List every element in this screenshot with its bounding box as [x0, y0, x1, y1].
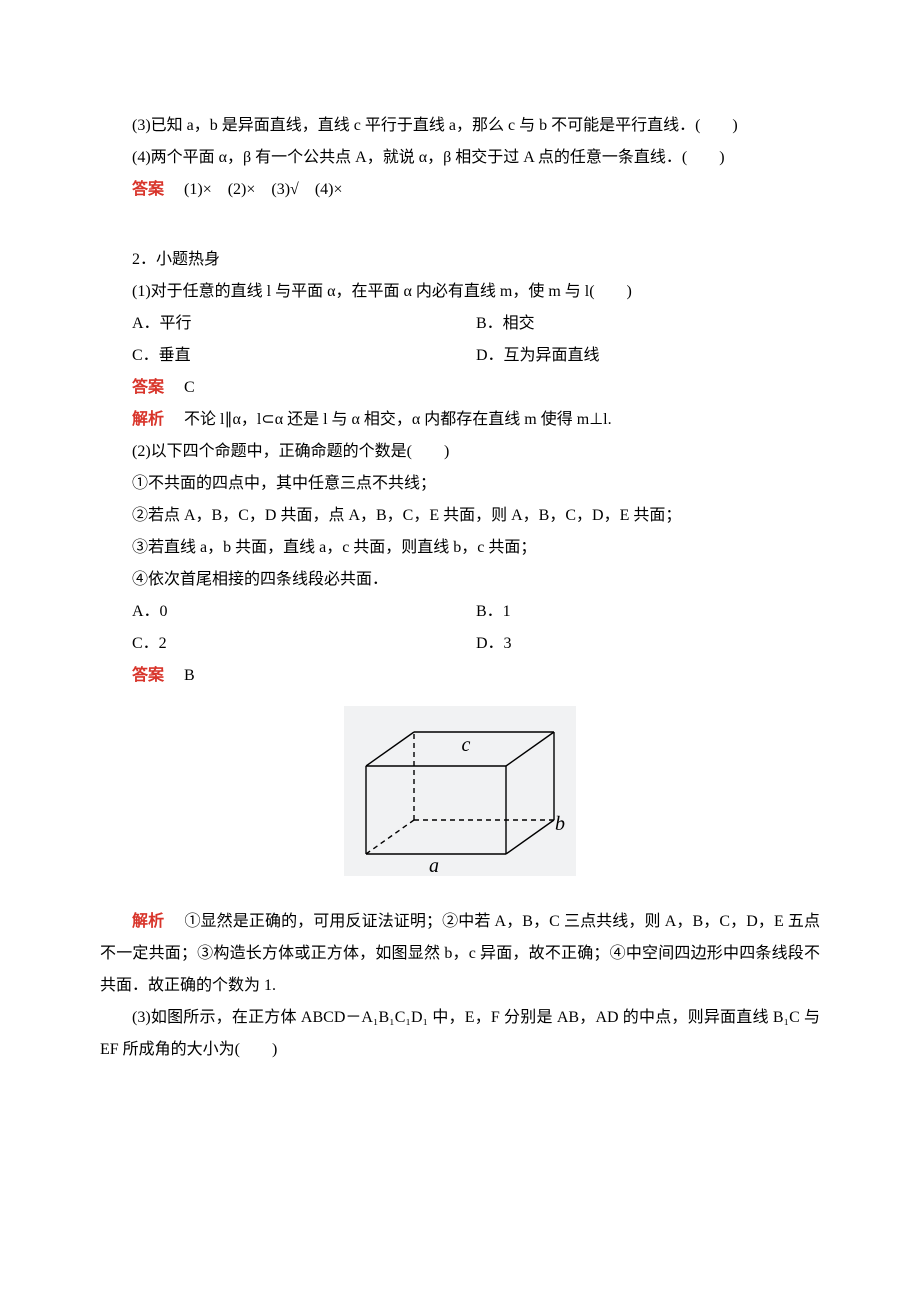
section2-title: 2．小题热身: [100, 244, 820, 276]
answer-label: 答案: [132, 379, 164, 396]
q2-answer-value: B: [184, 667, 195, 684]
q1-options-row1: A．平行 B．相交: [100, 308, 820, 340]
q2-stem: (2)以下四个命题中，正确命题的个数是( ): [100, 436, 820, 468]
spacer: [168, 379, 184, 396]
explanation-label: 解析: [132, 913, 164, 930]
tf-answer-line: 答案 (1)× (2)× (3)√ (4)×: [100, 174, 820, 206]
q2-explanation-line: 解析 ①显然是正确的，可用反证法证明；②中若 A，B，C 三点共线，则 A，B，…: [100, 906, 820, 1002]
spacer: [168, 667, 184, 684]
svg-text:b: b: [555, 813, 565, 835]
q2-opt-d: D．3: [476, 628, 820, 660]
tf-answer-text: [168, 181, 184, 198]
answer-label: 答案: [132, 181, 164, 198]
q2-opt-b: B．1: [476, 596, 820, 628]
q2-p2: ②若点 A，B，C，D 共面，点 A，B，C，E 共面，则 A，B，C，D，E …: [100, 500, 820, 532]
q1-explanation-text: 不论 l∥α，l⊂α 还是 l 与 α 相交，α 内都存在直线 m 使得 m⊥l…: [184, 411, 612, 428]
q2-explanation-text: ①显然是正确的，可用反证法证明；②中若 A，B，C 三点共线，则 A，B，C，D…: [100, 913, 820, 994]
explanation-label: 解析: [132, 411, 164, 428]
spacer: [168, 913, 184, 930]
answer-label: 答案: [132, 667, 164, 684]
tf-answer-vals: (1)× (2)× (3)√ (4)×: [184, 181, 342, 198]
q1-answer-line: 答案 C: [100, 372, 820, 404]
q2-p1: ①不共面的四点中，其中任意三点不共线；: [100, 468, 820, 500]
spacer: [168, 411, 184, 428]
q1-opt-a: A．平行: [132, 308, 476, 340]
q2-options-row1: A．0 B．1: [100, 596, 820, 628]
q1-opt-b: B．相交: [476, 308, 820, 340]
cuboid-figure: a b c: [100, 706, 820, 888]
q2-opt-c: C．2: [132, 628, 476, 660]
section-gap: [100, 206, 820, 244]
q2-p4: ④依次首尾相接的四条线段必共面．: [100, 564, 820, 596]
q3-stem: (3)如图所示，在正方体 ABCD－A₁B₁C₁D₁ 中，E，F 分别是 AB，…: [100, 1002, 820, 1066]
svg-text:a: a: [429, 855, 439, 876]
tf-q3: (3)已知 a，b 是异面直线，直线 c 平行于直线 a，那么 c 与 b 不可…: [100, 110, 820, 142]
q1-answer-value: C: [184, 379, 195, 396]
cuboid-svg: a b c: [344, 706, 576, 876]
q1-opt-d: D．互为异面直线: [476, 340, 820, 372]
q2-p3: ③若直线 a，b 共面，直线 a，c 共面，则直线 b，c 共面；: [100, 532, 820, 564]
q1-opt-c: C．垂直: [132, 340, 476, 372]
q1-stem: (1)对于任意的直线 l 与平面 α，在平面 α 内必有直线 m，使 m 与 l…: [100, 276, 820, 308]
svg-text:c: c: [462, 734, 471, 756]
q2-opt-a: A．0: [132, 596, 476, 628]
q2-options-row2: C．2 D．3: [100, 628, 820, 660]
q1-explanation-line: 解析 不论 l∥α，l⊂α 还是 l 与 α 相交，α 内都存在直线 m 使得 …: [100, 404, 820, 436]
q1-options-row2: C．垂直 D．互为异面直线: [100, 340, 820, 372]
q2-answer-line: 答案 B: [100, 660, 820, 692]
tf-q4: (4)两个平面 α，β 有一个公共点 A，就说 α，β 相交于过 A 点的任意一…: [100, 142, 820, 174]
